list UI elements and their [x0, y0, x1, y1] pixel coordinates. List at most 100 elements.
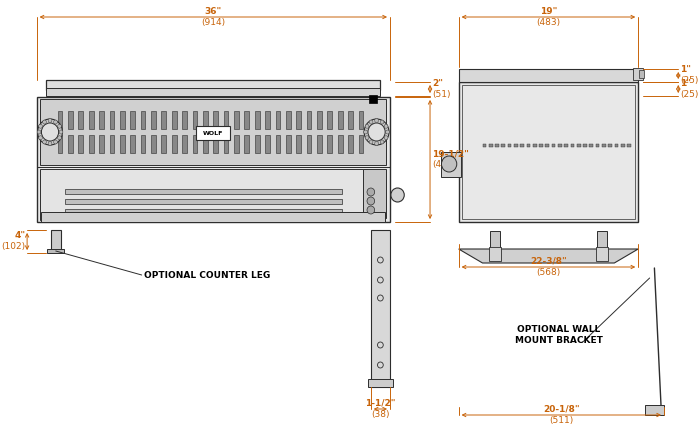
- Circle shape: [365, 124, 369, 128]
- Circle shape: [442, 156, 457, 172]
- Text: (568): (568): [536, 268, 561, 277]
- Bar: [57, 111, 62, 128]
- Bar: [627, 144, 631, 147]
- Bar: [461, 85, 636, 219]
- Bar: [533, 144, 537, 147]
- Bar: [182, 111, 187, 128]
- Text: (25): (25): [680, 76, 699, 86]
- Bar: [442, 152, 461, 177]
- Bar: [371, 230, 390, 387]
- Circle shape: [368, 123, 385, 141]
- Bar: [47, 249, 64, 253]
- Bar: [162, 135, 166, 153]
- Text: 19-1/2": 19-1/2": [432, 149, 469, 159]
- Bar: [214, 111, 218, 128]
- Circle shape: [365, 136, 369, 140]
- Bar: [65, 209, 342, 214]
- Bar: [636, 72, 642, 79]
- Bar: [99, 111, 104, 128]
- Circle shape: [384, 124, 388, 128]
- Text: 4": 4": [14, 232, 25, 240]
- Bar: [328, 135, 332, 153]
- Bar: [265, 111, 270, 128]
- Bar: [130, 135, 135, 153]
- Bar: [89, 135, 94, 153]
- Text: (496): (496): [432, 160, 456, 170]
- Bar: [552, 144, 556, 147]
- Bar: [224, 135, 228, 153]
- Circle shape: [43, 140, 46, 144]
- Bar: [602, 144, 606, 147]
- Bar: [99, 135, 104, 153]
- Bar: [193, 111, 197, 128]
- Bar: [120, 135, 125, 153]
- Bar: [615, 144, 618, 147]
- Circle shape: [41, 123, 59, 141]
- Bar: [172, 111, 176, 128]
- Bar: [368, 379, 393, 387]
- Bar: [621, 144, 624, 147]
- Bar: [255, 111, 260, 128]
- Text: OPTIONAL WALL
MOUNT BRACKET: OPTIONAL WALL MOUNT BRACKET: [515, 325, 603, 345]
- Bar: [255, 135, 260, 153]
- Circle shape: [384, 136, 388, 140]
- Text: WOLF: WOLF: [203, 131, 223, 136]
- Bar: [203, 135, 208, 153]
- Circle shape: [57, 124, 62, 128]
- Bar: [151, 111, 156, 128]
- Bar: [286, 135, 290, 153]
- Bar: [490, 231, 500, 249]
- Circle shape: [364, 119, 389, 145]
- Text: (51): (51): [432, 90, 450, 99]
- Bar: [596, 144, 599, 147]
- Bar: [244, 135, 249, 153]
- Bar: [545, 144, 550, 147]
- Text: (102): (102): [1, 243, 25, 252]
- Circle shape: [386, 130, 389, 134]
- Bar: [596, 247, 608, 261]
- Bar: [597, 231, 607, 249]
- Circle shape: [369, 140, 373, 144]
- Circle shape: [57, 136, 62, 140]
- Bar: [589, 144, 593, 147]
- Bar: [307, 111, 312, 128]
- Circle shape: [374, 142, 379, 146]
- Bar: [65, 189, 342, 194]
- Text: (483): (483): [536, 18, 561, 27]
- Bar: [120, 111, 125, 128]
- Bar: [41, 212, 385, 222]
- Text: 20-1/8": 20-1/8": [543, 405, 580, 413]
- Bar: [265, 135, 270, 153]
- Bar: [214, 135, 218, 153]
- Bar: [363, 169, 386, 218]
- Bar: [68, 135, 73, 153]
- Bar: [234, 111, 239, 128]
- Bar: [577, 144, 580, 147]
- Bar: [68, 111, 73, 128]
- Circle shape: [38, 119, 62, 145]
- Bar: [46, 80, 380, 90]
- Bar: [539, 144, 543, 147]
- Bar: [276, 111, 280, 128]
- Circle shape: [367, 206, 374, 214]
- Bar: [141, 111, 146, 128]
- Circle shape: [367, 188, 374, 196]
- Bar: [348, 111, 353, 128]
- Bar: [41, 169, 367, 220]
- Bar: [109, 111, 114, 128]
- Circle shape: [54, 120, 57, 124]
- Circle shape: [54, 140, 57, 144]
- Text: 2": 2": [432, 79, 443, 88]
- Bar: [348, 135, 353, 153]
- Bar: [369, 95, 377, 103]
- Text: 1": 1": [680, 79, 691, 88]
- Bar: [338, 135, 342, 153]
- Bar: [328, 111, 332, 128]
- Bar: [203, 111, 208, 128]
- Circle shape: [367, 197, 374, 205]
- Bar: [109, 135, 114, 153]
- Bar: [482, 144, 486, 147]
- Text: 19": 19": [540, 7, 557, 15]
- Bar: [234, 135, 239, 153]
- Bar: [338, 111, 342, 128]
